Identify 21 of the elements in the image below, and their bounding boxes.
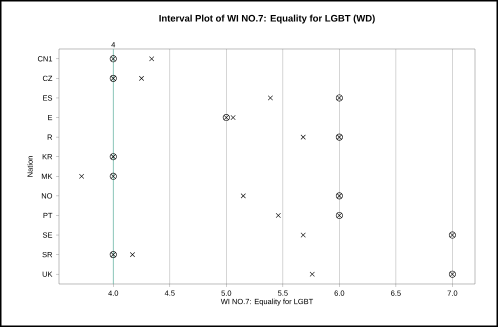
point [268, 95, 273, 101]
chart-title: Interval Plot of WI NO.7: Equality for LGBT (WD) [159, 14, 375, 24]
point [130, 252, 136, 258]
point [336, 212, 343, 219]
point [336, 192, 343, 200]
point [336, 134, 343, 141]
point [300, 232, 306, 238]
point [110, 251, 117, 258]
point [138, 76, 144, 81]
point [110, 172, 117, 180]
point [110, 55, 117, 62]
point [79, 174, 84, 179]
point [240, 193, 246, 198]
point [110, 74, 117, 82]
point [149, 56, 154, 62]
point [448, 232, 456, 239]
point [276, 212, 281, 218]
point [310, 272, 315, 277]
point [300, 134, 306, 140]
point [336, 94, 343, 102]
point [448, 270, 456, 278]
